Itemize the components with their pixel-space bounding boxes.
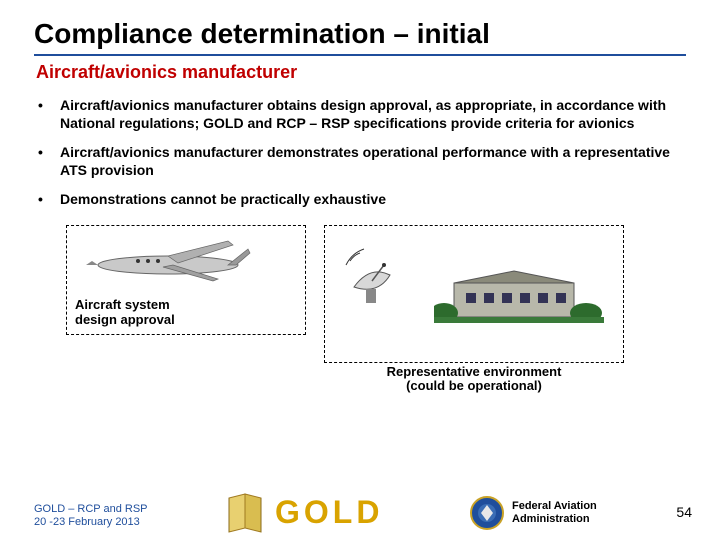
- faa-text: Federal Aviation Administration: [512, 500, 597, 526]
- bullet-item: Demonstrations cannot be practically exh…: [36, 191, 686, 209]
- footer-right: Federal Aviation Administration: [470, 496, 597, 530]
- diagram: Aircraft system design approval: [34, 221, 686, 371]
- faa-line2: Administration: [512, 513, 597, 526]
- building-icon: [434, 269, 604, 323]
- footer-center: GOLD: [225, 490, 383, 534]
- book-icon: [225, 490, 267, 534]
- satellite-dish-icon: [344, 247, 404, 307]
- faa-line1: Federal Aviation: [512, 500, 597, 513]
- box-right-label: Representative environment (could be ope…: [324, 365, 624, 395]
- bullet-item: Aircraft/avionics manufacturer obtains d…: [36, 97, 686, 132]
- page-number: 54: [676, 504, 692, 520]
- gold-logo-text: GOLD: [275, 494, 383, 531]
- footer-left-line2: 20 -23 February 2013: [34, 516, 148, 530]
- slide: Compliance determination – initial Aircr…: [0, 0, 720, 540]
- slide-subtitle: Aircraft/avionics manufacturer: [36, 62, 686, 83]
- bullet-item: Aircraft/avionics manufacturer demonstra…: [36, 144, 686, 179]
- faa-seal-icon: [470, 496, 504, 530]
- box-left-label-text: Aircraft system design approval: [75, 297, 175, 327]
- slide-title: Compliance determination – initial: [34, 18, 686, 56]
- bullet-list: Aircraft/avionics manufacturer obtains d…: [34, 97, 686, 209]
- footer-left-line1: GOLD – RCP and RSP: [34, 503, 148, 517]
- box-right-label-text: Representative environment (could be ope…: [387, 364, 562, 394]
- box-left-label: Aircraft system design approval: [75, 298, 175, 328]
- airplane-icon: [78, 235, 258, 283]
- footer-left: GOLD – RCP and RSP 20 -23 February 2013: [34, 503, 148, 531]
- footer: GOLD – RCP and RSP 20 -23 February 2013 …: [0, 482, 720, 532]
